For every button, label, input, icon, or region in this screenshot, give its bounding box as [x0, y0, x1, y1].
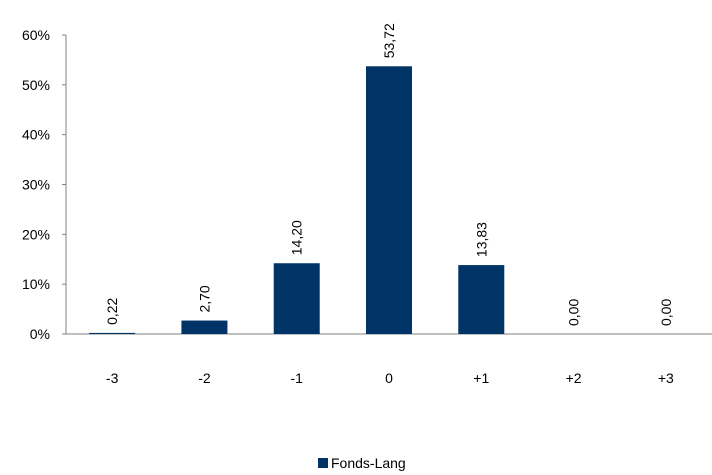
y-tick-label: 20% — [22, 226, 50, 242]
bar — [181, 320, 228, 334]
y-axis: 0% 10% 20% 30% 40% 50% 60% — [22, 27, 67, 342]
x-tick-label: +3 — [658, 370, 674, 386]
legend: Fonds-Lang — [318, 455, 406, 471]
y-tick-label: 40% — [22, 127, 50, 143]
data-label: 0,22 — [104, 297, 120, 324]
bar — [366, 66, 412, 334]
x-axis: -3 -2 -1 0 +1 +2 +3 — [66, 333, 712, 386]
x-tick-label: +2 — [566, 370, 582, 386]
y-tick-label: 10% — [22, 276, 50, 292]
x-tick-label: +1 — [473, 370, 489, 386]
y-tick-label: 60% — [22, 27, 50, 43]
data-label: 0,00 — [566, 299, 582, 326]
data-label: 14,20 — [289, 220, 305, 255]
bar — [89, 332, 136, 334]
legend-label: Fonds-Lang — [331, 455, 406, 471]
data-label: 0,00 — [658, 299, 674, 326]
y-tick-label: 50% — [22, 77, 50, 93]
bars — [89, 66, 505, 334]
data-label: 53,72 — [381, 23, 397, 58]
data-labels: 0,22 2,70 14,20 53,72 13,83 0,00 0,00 — [104, 23, 674, 326]
x-tick-label: -2 — [198, 370, 211, 386]
bar — [458, 265, 505, 334]
x-tick-label: 0 — [385, 370, 393, 386]
y-tick-label: 0% — [30, 326, 50, 342]
data-label: 2,70 — [196, 285, 212, 312]
data-label: 13,83 — [473, 222, 489, 257]
bar — [273, 263, 320, 334]
x-tick-label: -1 — [290, 370, 303, 386]
x-tick-label: -3 — [106, 370, 119, 386]
legend-swatch — [318, 458, 328, 468]
y-tick-label: 30% — [22, 177, 50, 193]
